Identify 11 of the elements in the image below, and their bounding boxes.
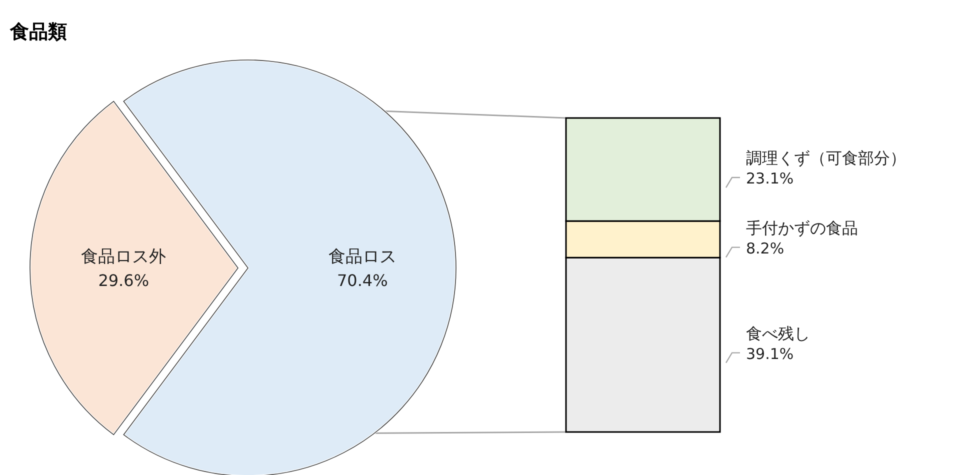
data-label: 29.6% <box>98 271 150 290</box>
series-label: 手付かずの食品 <box>746 218 858 238</box>
data-label: 70.4% <box>336 271 388 290</box>
slice-label: 食品ロス <box>328 247 396 267</box>
series-label: 食べ残し <box>746 324 810 343</box>
slice-label: 食品ロス外 <box>81 247 166 267</box>
data-label: 8.2% <box>746 239 784 258</box>
chart-title: 食品類 <box>9 21 67 43</box>
data-label: 39.1% <box>746 344 794 363</box>
data-label: 23.1% <box>746 170 794 188</box>
series-label: 調理くず（可食部分） <box>746 148 906 168</box>
